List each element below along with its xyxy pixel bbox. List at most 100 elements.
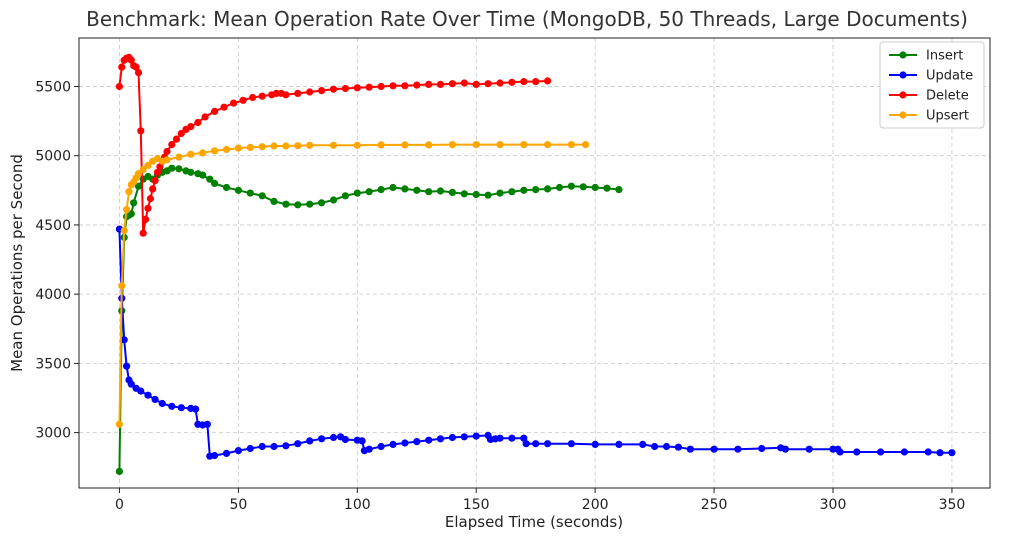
data-point-upsert [425,141,433,149]
data-point-update [662,442,671,451]
data-point-upsert [125,188,133,196]
data-point-upsert [120,226,128,235]
series-delete [115,53,552,237]
series-update [115,225,956,460]
data-point-update [294,440,302,448]
plot-frame [78,37,991,489]
data-point-insert [389,183,397,192]
legend-label-update: Update [926,69,973,84]
data-point-update [137,387,145,395]
data-point-delete [139,229,147,237]
data-point-update [365,445,373,453]
data-point-update [222,449,231,457]
legend-item-delete: Delete [889,89,969,104]
x-tick-label: 200 [582,497,609,513]
data-point-delete [520,78,528,86]
data-point-delete [127,56,135,64]
data-point-update [591,440,599,448]
data-point-update [341,435,349,444]
data-point-update [413,438,421,446]
data-point-delete [472,80,480,88]
data-point-update [389,440,397,448]
chart-title: Benchmark: Mean Operation Rate Over Time… [86,7,968,31]
x-tick-label: 50 [229,497,247,513]
data-point-insert [234,186,242,194]
data-point-delete [115,82,123,91]
data-point-delete [156,163,164,171]
data-point-update [329,433,338,442]
data-point-delete [306,88,314,96]
data-point-insert [211,179,219,187]
data-point-update [508,434,516,442]
data-point-upsert [520,141,528,149]
data-point-delete [151,177,159,185]
y-tick-label: 4500 [35,218,71,234]
data-point-upsert [234,144,242,152]
data-point-insert [532,186,540,194]
data-point-upsert [401,141,409,149]
grid [79,38,990,488]
data-point-upsert [246,143,254,151]
data-point-update [651,442,659,451]
data-point-update [358,437,366,445]
data-point-upsert [118,282,126,290]
data-point-insert [127,210,135,218]
data-point-insert [579,183,587,191]
y-tick-label: 5500 [35,79,71,95]
data-point-delete [532,78,540,86]
data-point-delete [329,85,338,93]
data-point-delete [436,80,445,88]
data-point-upsert [115,420,123,428]
legend-marker-insert [899,51,907,59]
y-axis-label: Mean Operations per Second [8,154,26,372]
data-point-update [258,442,266,451]
y-axis-ticks: 3000 3500 4000 4500 5000 5500 [35,79,79,442]
data-point-insert [206,175,214,183]
data-point-insert [520,186,528,194]
x-tick-label: 0 [115,497,124,513]
data-point-delete [508,78,516,86]
data-point-delete [401,82,409,90]
data-point-update [425,436,433,444]
data-point-delete [153,168,162,176]
data-point-update [192,405,200,413]
data-point-delete [146,195,154,203]
data-point-update [158,399,166,408]
data-point-upsert [448,141,456,149]
data-point-update [520,434,528,442]
data-point-upsert [144,161,152,169]
data-point-update [805,445,813,453]
data-point-delete [544,77,552,85]
data-point-delete [118,63,126,71]
data-point-update [544,440,552,448]
data-point-delete [294,89,302,97]
data-point-update [168,402,176,410]
data-point-insert [175,165,183,173]
data-point-delete [353,84,361,92]
x-tick-label: 100 [344,497,371,513]
data-point-update [710,445,718,453]
data-point-upsert [134,170,143,178]
data-point-update [936,449,944,457]
data-point-delete [413,81,421,89]
data-point-delete [496,79,504,87]
data-point-insert [353,189,361,197]
data-point-upsert [187,150,195,158]
data-point-update [270,442,278,451]
data-point-update [211,451,219,460]
series-upsert [115,141,590,428]
data-point-insert [222,183,231,192]
data-point-update [686,445,694,453]
legend-label-delete: Delete [926,89,969,104]
data-point-insert [603,184,611,192]
series-insert [115,164,623,475]
data-point-upsert [353,141,361,149]
data-point-insert [365,188,373,196]
data-point-update [496,434,504,442]
data-point-delete [211,107,219,115]
legend-marker-update [899,71,907,79]
y-tick-label: 5000 [35,149,71,165]
series-layer [115,53,956,475]
data-point-insert [508,188,516,196]
x-tick-label: 150 [463,497,490,513]
